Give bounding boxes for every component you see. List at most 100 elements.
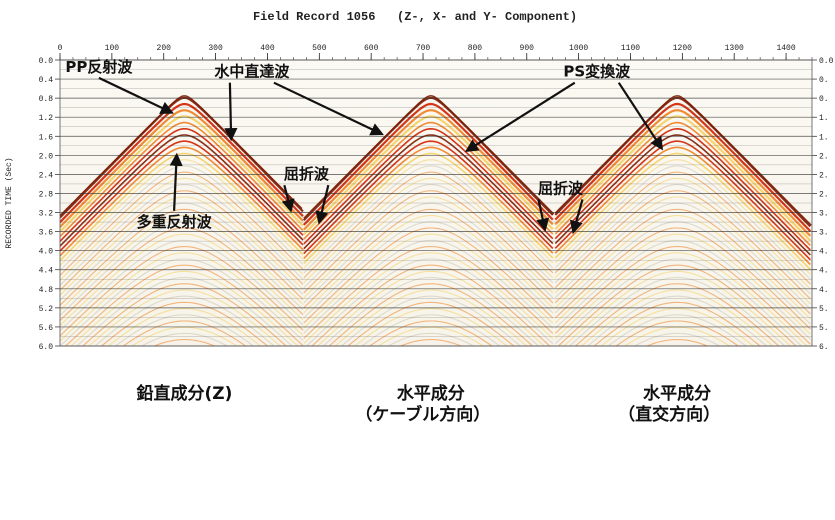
y-tick-label-left: 4.0 bbox=[39, 248, 54, 257]
reflection-event bbox=[554, 177, 811, 290]
reflection-event bbox=[554, 121, 811, 246]
reflection-event bbox=[615, 320, 740, 346]
plot-area bbox=[60, 60, 812, 346]
reflection-event bbox=[114, 314, 255, 346]
caption-line: 水平成分 bbox=[397, 383, 465, 404]
reflection-event bbox=[554, 146, 811, 266]
reflection-event bbox=[322, 277, 540, 346]
reflection-event bbox=[554, 96, 812, 228]
reflection-event bbox=[60, 227, 304, 321]
reflection-event bbox=[303, 202, 554, 304]
x-tick-label: 900 bbox=[520, 44, 535, 53]
reflection-event bbox=[303, 208, 554, 309]
reflection-event bbox=[554, 258, 803, 346]
reflection-event bbox=[316, 270, 546, 346]
reflection-event bbox=[76, 277, 293, 346]
reflection-event bbox=[82, 283, 287, 346]
x-tick-label: 300 bbox=[208, 44, 223, 53]
y-tick-label-right: 5. bbox=[819, 305, 829, 314]
x-tick-label: 400 bbox=[260, 44, 275, 53]
reflection-event bbox=[554, 233, 811, 335]
reflection-event bbox=[347, 301, 515, 346]
reflection-event bbox=[60, 165, 304, 271]
reflection-event bbox=[554, 227, 811, 330]
annotation-label: 屈折波 bbox=[538, 179, 584, 197]
y-tick-label-left: 5.2 bbox=[39, 305, 54, 314]
panel-captions: 鉛直成分(Z) 水平成分（ケーブル方向）水平成分（直交方向） bbox=[137, 383, 721, 425]
reflection-event bbox=[303, 227, 554, 324]
y-tick-label-right: 2. bbox=[819, 171, 829, 180]
y-tick-label-left: 1.2 bbox=[39, 114, 54, 123]
y-tick-label-right: 5. bbox=[819, 324, 829, 333]
y-tick-label-right: 3. bbox=[819, 229, 829, 238]
annotation-arrow bbox=[464, 81, 576, 152]
reflection-event bbox=[623, 326, 731, 346]
y-tick-label-left: 2.4 bbox=[39, 171, 54, 180]
reflection-event bbox=[60, 140, 304, 252]
y-tick-label-left: 0.4 bbox=[39, 76, 54, 85]
reflection-event bbox=[607, 314, 747, 346]
y-tick-label-right: 0.0 bbox=[819, 57, 834, 66]
reflection-event bbox=[554, 215, 811, 320]
reflection-event bbox=[60, 128, 304, 242]
reflection-event bbox=[586, 295, 768, 346]
direct-arrival bbox=[303, 95, 555, 219]
x-tick-label: 0 bbox=[58, 44, 63, 53]
y-tick-label-right: 4. bbox=[819, 286, 829, 295]
reflection-event bbox=[554, 196, 811, 305]
reflection-event bbox=[574, 283, 780, 346]
reflection-event bbox=[303, 152, 554, 264]
y-tick-label-left: 4.4 bbox=[39, 267, 54, 276]
y-tick-label-left: 3.6 bbox=[39, 229, 54, 238]
reflection-event bbox=[140, 332, 229, 346]
y-axis-left: 0.0 0.4 0.8 1.2 1.6 2.0 2.4 2.8 3.2 3.6 4.0 4.4 4.8 5… bbox=[39, 57, 60, 352]
x-tick-label: 600 bbox=[364, 44, 379, 53]
y-tick-label-left: 0.0 bbox=[39, 57, 54, 66]
y-tick-label-right: 2. bbox=[819, 190, 829, 199]
reflection-event bbox=[303, 102, 554, 226]
reflection-event bbox=[60, 196, 304, 296]
reflection-event bbox=[303, 121, 554, 240]
reflection-event bbox=[353, 308, 508, 346]
y-tick-label-right: 4. bbox=[819, 267, 829, 276]
y-tick-label-right: 0. bbox=[819, 76, 829, 85]
reflection-event bbox=[100, 301, 269, 346]
reflection-event bbox=[107, 308, 262, 346]
reflection-event bbox=[60, 184, 304, 286]
y-axis-label: RECORDED TIME (Sec) bbox=[5, 157, 14, 248]
reflection-event bbox=[557, 264, 797, 346]
time-grid-lines bbox=[60, 59, 812, 347]
seismic-panel-3 bbox=[554, 60, 812, 346]
x-tick-label: 1200 bbox=[673, 44, 692, 53]
seismic-panel-1 bbox=[60, 60, 304, 346]
reflection-event bbox=[60, 171, 304, 276]
reflection-event bbox=[340, 295, 522, 346]
reflection-event bbox=[303, 159, 554, 269]
reflection-event bbox=[153, 339, 216, 346]
reflection-event bbox=[368, 320, 493, 346]
annotation-arrow bbox=[273, 81, 384, 136]
caption-line: （ケーブル方向） bbox=[355, 404, 490, 425]
annotation-label: PS変換波 bbox=[563, 63, 631, 81]
direct-arrival bbox=[60, 95, 303, 217]
reflection-event bbox=[303, 239, 554, 334]
x-tick-label: 500 bbox=[312, 44, 327, 53]
reflection-event bbox=[60, 134, 304, 247]
y-tick-label-left: 2.8 bbox=[39, 190, 54, 199]
x-axis: 0 100 200 300 400 500 600 700 800 900 1000 1100 1200… bbox=[58, 44, 813, 61]
reflection-event bbox=[303, 215, 554, 314]
y-tick-label-left: 0.8 bbox=[39, 95, 54, 104]
reflection-event bbox=[60, 258, 304, 346]
y-tick-label-right: 4. bbox=[819, 248, 829, 257]
reflection-event bbox=[303, 146, 554, 259]
y-tick-label-right: 2. bbox=[819, 152, 829, 161]
reflection-event bbox=[60, 252, 304, 342]
reflection-event bbox=[554, 109, 812, 237]
y-tick-label-left: 1.6 bbox=[39, 133, 54, 142]
y-tick-label-right: 1. bbox=[819, 114, 829, 123]
reflection-event bbox=[554, 246, 811, 345]
reflection-event bbox=[88, 289, 281, 346]
reflection-event bbox=[554, 165, 811, 280]
reflection-event bbox=[303, 190, 554, 294]
